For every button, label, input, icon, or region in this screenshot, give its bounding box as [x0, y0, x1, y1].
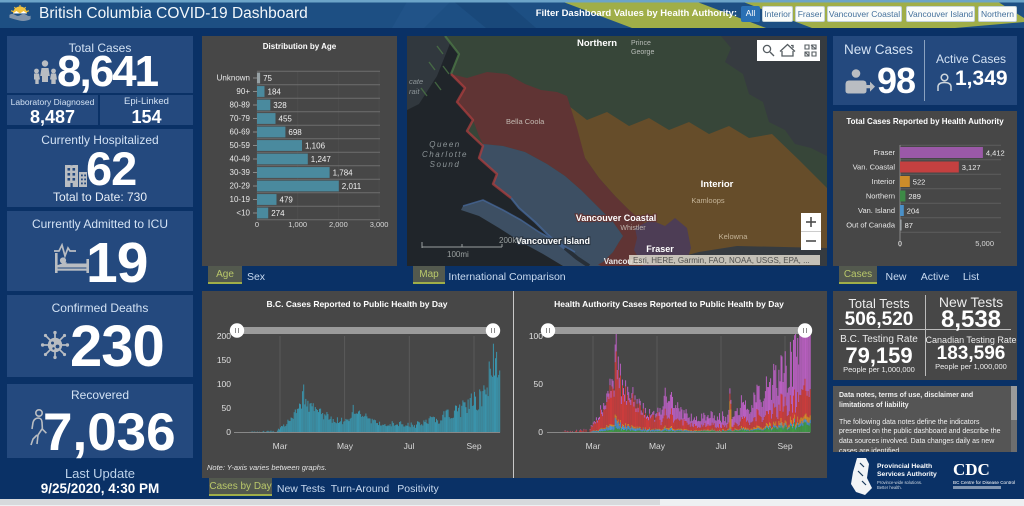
svg-text:Whistler: Whistler	[620, 225, 646, 232]
svg-text:Queen: Queen	[429, 140, 461, 149]
svg-text:289: 289	[908, 192, 921, 201]
svg-text:Kelowna: Kelowna	[719, 232, 749, 241]
svg-text:May: May	[649, 441, 666, 451]
svg-text:Province-wide solutions.: Province-wide solutions.	[877, 480, 922, 485]
svg-text:Charlotte: Charlotte	[422, 150, 468, 159]
svg-text:90+: 90+	[236, 87, 250, 96]
svg-text:0: 0	[226, 427, 231, 437]
svg-text:Esri, HERE, Garmin, FAO, NOAA,: Esri, HERE, Garmin, FAO, NOAA, USGS, EPA…	[633, 256, 810, 265]
svg-text:BC Centre for Disease Control: BC Centre for Disease Control	[953, 480, 1015, 485]
svg-text:Vancouver Coastal: Vancouver Coastal	[576, 213, 657, 223]
svg-text:Prince: Prince	[631, 40, 651, 47]
svg-text:Unknown: Unknown	[217, 74, 250, 83]
svg-text:87: 87	[905, 221, 913, 230]
svg-text:Fraser: Fraser	[646, 244, 674, 254]
svg-text:Health Authority Cases Reporte: Health Authority Cases Reported to Publi…	[554, 299, 784, 309]
svg-text:Northern: Northern	[866, 192, 895, 201]
svg-text:Mar: Mar	[273, 441, 288, 451]
svg-text:70-79: 70-79	[230, 114, 251, 123]
svg-text:Jul: Jul	[716, 441, 727, 451]
svg-text:Note: Y-axis varies between gr: Note: Y-axis varies between graphs.	[207, 463, 327, 472]
svg-text:Interior: Interior	[872, 177, 896, 186]
svg-text:Van. Coastal: Van. Coastal	[853, 163, 896, 172]
svg-text:Jul: Jul	[404, 441, 415, 451]
svg-text:80-89: 80-89	[230, 101, 251, 110]
svg-text:Fraser: Fraser	[873, 148, 895, 157]
svg-text:274: 274	[271, 209, 285, 218]
svg-text:cate: cate	[409, 77, 423, 86]
svg-text:Out of Canada: Out of Canada	[846, 221, 896, 230]
svg-text:0: 0	[255, 220, 259, 229]
svg-text:Provincial Health: Provincial Health	[877, 463, 932, 470]
svg-text:Sep: Sep	[777, 441, 792, 451]
svg-text:5,000: 5,000	[975, 239, 994, 248]
svg-text:1,000: 1,000	[288, 220, 307, 229]
svg-text:Van. Island: Van. Island	[858, 206, 895, 215]
svg-text:4,412: 4,412	[986, 148, 1005, 157]
svg-text:1,784: 1,784	[333, 168, 354, 177]
svg-text:150: 150	[217, 355, 231, 365]
svg-text:B.C. Cases Reported to Public: B.C. Cases Reported to Public Health by …	[267, 299, 448, 309]
svg-text:Better health.: Better health.	[877, 485, 902, 490]
svg-text:20-29: 20-29	[230, 182, 251, 191]
svg-text:10-19: 10-19	[230, 195, 251, 204]
svg-text:Sep: Sep	[466, 441, 481, 451]
svg-text:200: 200	[217, 331, 231, 341]
svg-text:60-69: 60-69	[230, 128, 251, 137]
svg-text:100: 100	[217, 379, 231, 389]
svg-text:328: 328	[273, 101, 287, 110]
svg-text:<10: <10	[236, 209, 250, 218]
svg-text:522: 522	[913, 177, 926, 186]
svg-text:75: 75	[263, 74, 272, 83]
svg-text:Interior: Interior	[701, 179, 734, 190]
svg-text:0: 0	[538, 427, 543, 437]
svg-text:50: 50	[534, 379, 544, 389]
svg-text:Northern: Northern	[577, 38, 617, 49]
svg-text:455: 455	[279, 114, 293, 123]
svg-text:204: 204	[907, 206, 920, 215]
svg-text:Kamloops: Kamloops	[691, 196, 725, 205]
svg-text:50-59: 50-59	[230, 141, 251, 150]
svg-text:200km: 200km	[499, 236, 523, 245]
svg-text:0: 0	[898, 239, 902, 248]
svg-text:Sound: Sound	[430, 160, 461, 169]
svg-text:1,247: 1,247	[311, 155, 332, 164]
svg-text:3,127: 3,127	[962, 163, 981, 172]
svg-text:30-39: 30-39	[230, 168, 251, 177]
svg-text:184: 184	[268, 87, 282, 96]
svg-text:Mar: Mar	[586, 441, 601, 451]
svg-text:Vancouver Island: Vancouver Island	[516, 236, 590, 246]
svg-text:479: 479	[280, 195, 294, 204]
svg-text:698: 698	[288, 128, 302, 137]
svg-text:100mi: 100mi	[447, 250, 469, 259]
svg-text:40-49: 40-49	[230, 155, 251, 164]
svg-text:rait: rait	[409, 87, 420, 96]
svg-text:3,000: 3,000	[370, 220, 389, 229]
svg-text:Bella Coola: Bella Coola	[506, 117, 545, 126]
svg-text:1,106: 1,106	[305, 141, 326, 150]
svg-text:May: May	[337, 441, 354, 451]
svg-text:Services Authority: Services Authority	[877, 471, 937, 478]
svg-text:CDC: CDC	[953, 460, 990, 479]
svg-text:George: George	[631, 49, 654, 56]
svg-text:Vancouver: Vancouver	[604, 257, 644, 266]
svg-text:2,000: 2,000	[329, 220, 348, 229]
svg-text:2,011: 2,011	[342, 182, 362, 191]
svg-text:50: 50	[222, 403, 232, 413]
svg-text:100: 100	[529, 331, 543, 341]
